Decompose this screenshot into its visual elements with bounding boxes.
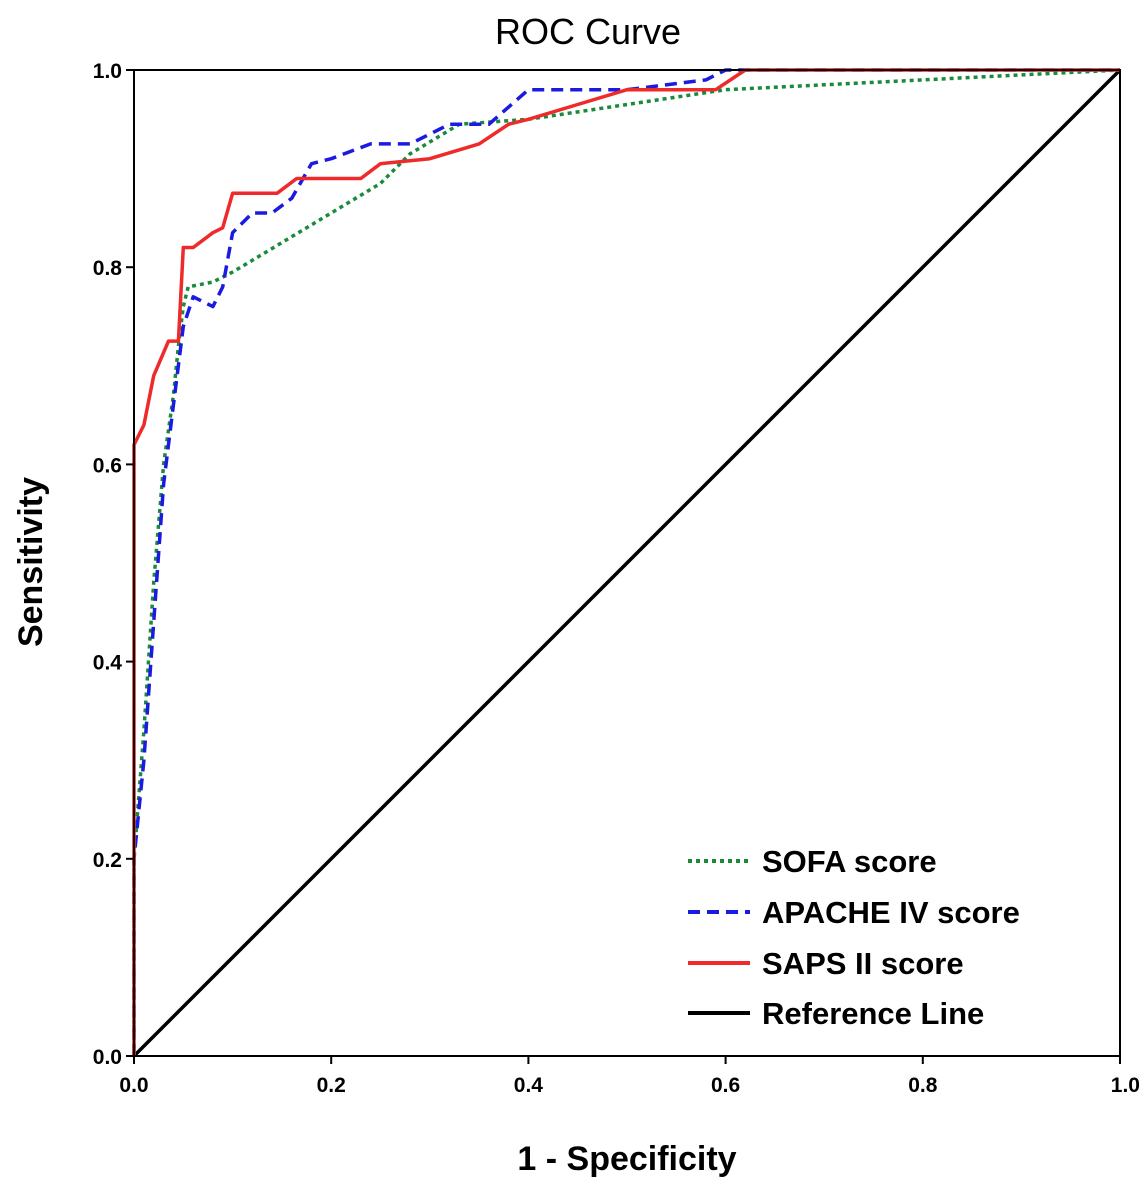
y-tick-label: 0.4 (93, 652, 123, 675)
series-line-sofa-score (132, 68, 1121, 1056)
y-tick-label: 0.6 (93, 454, 122, 477)
x-tick-label: 0.0 (119, 1074, 148, 1097)
x-tick-label: 0.2 (317, 1074, 346, 1097)
series-line-saps-ii-score (132, 68, 1120, 1056)
plot-area (132, 68, 1122, 1058)
legend: SOFA score APACHE IV score SAPS II score Re… (688, 844, 1020, 1031)
legend-label: SOFA score (762, 844, 937, 879)
x-tick-label: 0.4 (514, 1074, 544, 1097)
x-tick-label: 0.6 (711, 1074, 740, 1097)
x-tick-label: 0.8 (908, 1074, 938, 1097)
series-line-apache-iv-score (132, 68, 1120, 1056)
axes: 0.0 0.2 0.4 0.6 0.8 1.0 0.0 0.2 0.4 0.6 0.8 1.0 (93, 60, 1140, 1097)
y-tick-label: 0.0 (93, 1046, 122, 1069)
legend-label: SAPS II score (762, 946, 964, 981)
y-tick-label: 1.0 (93, 60, 122, 83)
y-tick-label: 0.2 (93, 849, 122, 872)
y-axis-label: Sensitivity (12, 477, 50, 647)
chart-title: ROC Curve (495, 11, 681, 52)
x-axis-label: 1 - Specificity (517, 1140, 736, 1178)
plot-frame (133, 69, 1121, 1057)
legend-label: APACHE IV score (762, 895, 1020, 930)
x-tick-label: 1.0 (1111, 1074, 1140, 1097)
series-line-reference-line (132, 68, 1122, 1058)
y-tick-label: 0.8 (93, 257, 123, 280)
legend-label: Reference Line (762, 996, 984, 1031)
